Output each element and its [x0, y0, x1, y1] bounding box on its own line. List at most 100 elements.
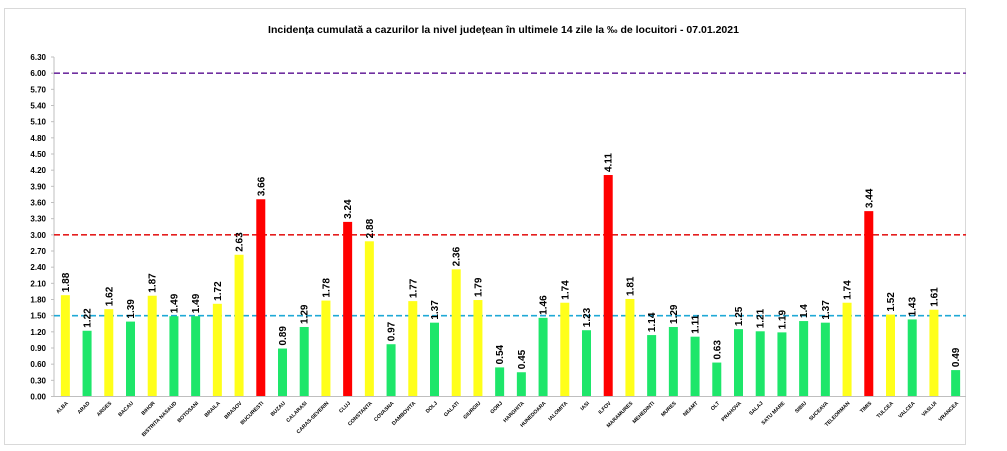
x-tick-label: ARAD	[77, 401, 92, 416]
x-tick-label: IASI	[580, 400, 592, 412]
data-label: 2.36	[452, 246, 463, 266]
bar	[603, 175, 613, 397]
data-label: 1.4	[799, 304, 810, 318]
bar	[712, 362, 722, 397]
data-label: 1.72	[213, 281, 224, 301]
x-tick-label: VASLUI	[921, 400, 939, 418]
y-tick-label: 0.00	[30, 393, 46, 402]
data-label: 2.63	[235, 232, 246, 252]
x-tick-label: DOLJ	[425, 401, 439, 415]
data-label: 1.37	[821, 300, 832, 320]
data-label: 1.78	[321, 278, 332, 298]
data-label: 1.77	[408, 278, 419, 298]
data-label: 1.22	[83, 308, 94, 328]
data-label: 1.21	[756, 308, 767, 328]
data-label: 1.14	[647, 312, 658, 332]
data-label: 0.54	[495, 344, 506, 364]
y-tick-label: 4.50	[30, 150, 46, 159]
bar	[907, 319, 917, 397]
bar	[256, 199, 266, 397]
y-tick-label: 0.30	[30, 376, 46, 385]
data-label: 3.24	[343, 199, 354, 219]
bar	[799, 321, 809, 397]
bar	[234, 254, 244, 397]
x-tick-label: MEHEDINTI	[632, 400, 657, 425]
x-tick-label: BOTOSANI	[177, 400, 201, 424]
x-tick-label: BUZAU	[270, 400, 287, 417]
data-label: 1.19	[777, 309, 788, 329]
data-label: 1.74	[560, 280, 571, 300]
data-label: 1.29	[300, 304, 311, 324]
data-label: 0.63	[712, 340, 723, 360]
y-tick-label: 0.90	[30, 344, 46, 353]
data-label: 4.11	[604, 153, 615, 172]
y-tick-label: 0.60	[30, 360, 46, 369]
x-tick-label: SUCEAVA	[808, 400, 830, 422]
data-label: 1.37	[430, 300, 441, 320]
x-tick-label: TIMIS	[859, 400, 873, 414]
x-tick-label: BRAILA	[204, 401, 222, 419]
x-tick-label: GALATI	[443, 400, 461, 418]
y-tick-label: 1.80	[30, 296, 46, 305]
x-tick-label: BACAU	[117, 400, 135, 418]
data-label: 1.74	[843, 280, 854, 300]
bar	[625, 298, 635, 397]
bars	[60, 175, 961, 397]
data-label: 1.87	[148, 273, 159, 293]
bar	[582, 330, 591, 397]
x-tick-label: VRANCEA	[938, 400, 961, 423]
data-label: 1.88	[61, 272, 72, 292]
data-label: 1.52	[886, 292, 897, 312]
x-tick-label: SIBIU	[794, 400, 808, 414]
x-tick-label: TULCEA	[876, 400, 895, 419]
data-label: 3.66	[256, 176, 267, 196]
value-labels: 1.88 1.22 1.62 1.39 1.87 1.49 1.49 1.72 2.63 3.66…	[61, 153, 962, 370]
y-tick-label: 1.20	[30, 328, 46, 337]
bar	[842, 302, 852, 397]
data-label: 1.11	[691, 314, 702, 333]
data-label: 3.44	[864, 188, 875, 208]
bar	[820, 322, 830, 397]
bar	[386, 344, 396, 397]
y-tick-label: 3.00	[30, 231, 46, 240]
x-tick-label: IALOMITA	[548, 400, 570, 422]
data-label: 1.39	[126, 299, 137, 319]
x-tick-label: ILFOV	[598, 400, 613, 415]
bar	[278, 348, 287, 397]
bar	[690, 336, 700, 397]
x-tick-label: MURES	[660, 400, 678, 418]
data-label: 1.23	[582, 307, 593, 327]
data-label: 0.49	[951, 347, 962, 367]
bar	[191, 316, 201, 397]
y-tick-label: 5.70	[30, 85, 46, 94]
bar	[495, 367, 505, 397]
y-tick-label: 2.40	[30, 263, 46, 272]
bar	[147, 295, 157, 397]
data-label: 1.81	[625, 276, 636, 296]
bar	[169, 316, 179, 397]
x-tick-label: BIHOR	[141, 400, 157, 416]
data-label: 0.97	[387, 321, 398, 341]
bar	[516, 372, 526, 397]
x-tick-label: PRAHOVA	[721, 400, 743, 422]
y-tick-label: 6.30	[30, 53, 46, 62]
bar	[343, 221, 353, 397]
y-tick-label: 3.30	[30, 215, 46, 224]
data-label: 1.25	[734, 306, 745, 326]
threshold-lines	[54, 72, 966, 317]
x-tick-label: NEAMT	[682, 400, 700, 418]
x-tick-label: GORJ	[489, 401, 504, 416]
bar	[430, 322, 439, 397]
x-tick-label: BUCURESTI	[240, 400, 266, 426]
x-tick-label: OLT	[710, 400, 722, 412]
bar	[951, 370, 961, 397]
x-tick-label: ALBA	[55, 401, 70, 416]
y-tick-label: 4.80	[30, 134, 46, 143]
chart-title: Incidența cumulată a cazurilor la nivel …	[268, 24, 739, 36]
bar	[104, 309, 114, 397]
y-tick-label: 2.70	[30, 247, 46, 256]
bar	[777, 332, 787, 397]
bar	[864, 211, 874, 397]
